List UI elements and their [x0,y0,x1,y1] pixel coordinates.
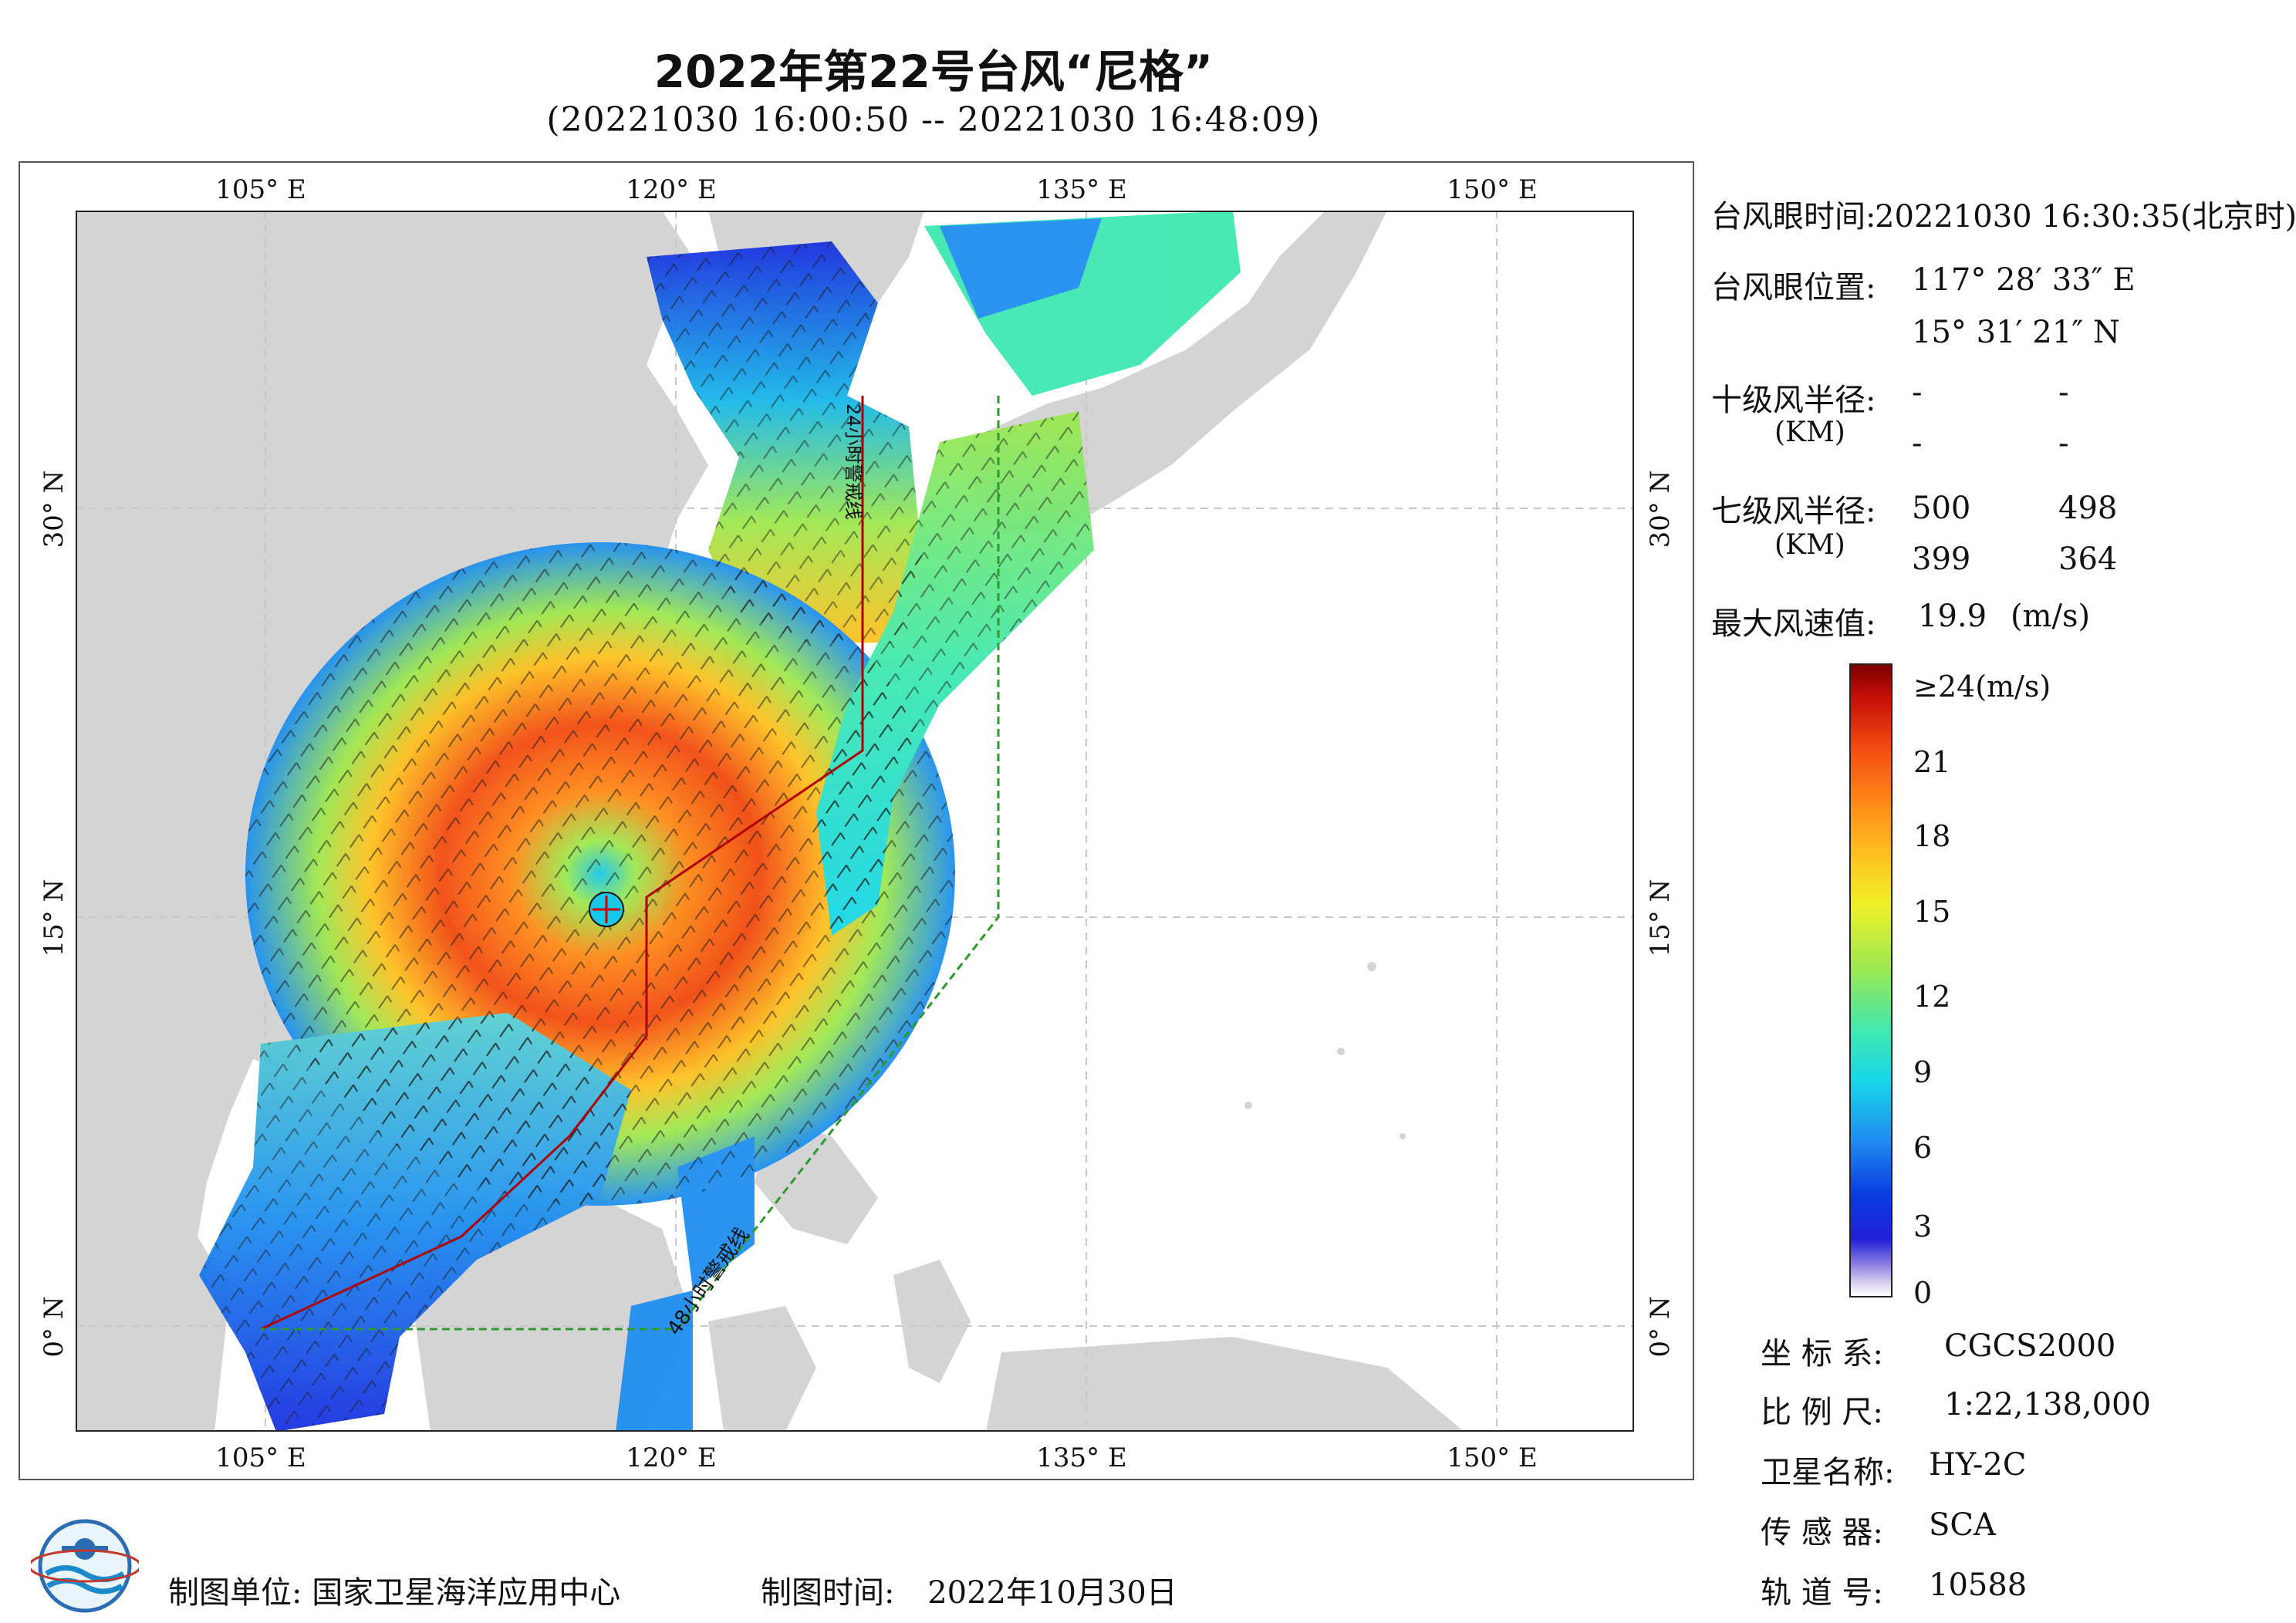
r7-value-1: 500 [1912,491,1971,526]
r7-value-2: 498 [2058,491,2118,526]
lon-label-top-120: 120° E [626,174,717,205]
lon-label-top-105: 105° E [215,174,306,205]
orbit-value: 10588 [1929,1567,2028,1603]
eye-time-value: 20221030 16:30:35(北京时) [1875,199,2296,235]
lon-label-top-135: 135° E [1036,174,1127,205]
sensor-value: SCA [1929,1507,1996,1543]
scale-label: 比 例 尺: [1761,1395,1883,1430]
colorbar-tick-0: 0 [1913,1276,1933,1310]
lat-label-left-15: 15° N [39,879,69,957]
r10-unit: (KM) [1774,417,1845,448]
producer-value: 国家卫星海洋应用中心 [312,1575,621,1611]
warning-line-24h-label: 24小时警戒线 [842,403,864,520]
typhoon-eye-marker [589,892,624,927]
lon-label-bottom-135: 135° E [1036,1442,1127,1473]
producer: 制图单位: 国家卫星海洋应用中心 [168,1567,620,1612]
colorbar-tick-12: 12 [1913,980,1951,1014]
r7-unit: (KM) [1774,529,1845,561]
crs-value: CGCS2000 [1944,1328,2116,1364]
production-date: 制图时间: 2022年10月30日 [761,1567,1177,1612]
max-wind-label: 最大风速值: [1711,606,1876,642]
nsoas-logo-icon [31,1519,139,1613]
production-date-label: 制图时间: [761,1575,895,1611]
max-wind-unit: (m/s) [2011,599,2091,634]
eye-pos-label: 台风眼位置: [1711,270,1876,305]
r7-label: 七级风半径: [1711,494,1876,529]
lon-label-bottom-150: 150° E [1447,1442,1538,1473]
orbit-label: 轨 道 号: [1761,1575,1883,1611]
map-title: 2022年第22号台风“尼格” [653,46,1214,98]
lat-label-left-0: 0° N [39,1296,69,1358]
map-subtitle: (20221030 16:00:50 -- 20221030 16:48:09) [546,100,1321,140]
eye-lon: 117° 28′ 33″ E [1912,262,2136,298]
r10-value-2: - [2058,375,2069,410]
r10-label: 十级风半径: [1711,383,1876,418]
lat-label-right-0: 0° N [1645,1296,1676,1358]
lon-label-bottom-120: 120° E [626,1442,717,1473]
wind-speed-colorbar [1849,663,1893,1297]
lat-label-left-30: 30° N [39,470,69,548]
lat-label-right-30: 30° N [1645,470,1676,548]
colorbar-tick-15: 15 [1913,895,1951,929]
producer-label: 制图单位: [168,1575,302,1611]
warning-line-48h [261,396,1000,1331]
lat-label-right-15: 15° N [1645,879,1676,957]
r10-value-3: - [1912,426,1923,461]
max-wind-value: 19.9 [1918,599,1987,634]
crs-label: 坐 标 系: [1761,1336,1883,1372]
colorbar-tick-18: 18 [1913,819,1951,853]
wind-swath [199,211,1241,1432]
scale-value: 1:22,138,000 [1944,1387,2151,1422]
warning-line-24h [260,396,864,1331]
colorbar-tick-9: 9 [1913,1055,1933,1089]
eye-lat: 15° 31′ 21″ N [1912,315,2120,350]
colorbar-tick-3: 3 [1913,1210,1933,1243]
colorbar-tick-6: 6 [1913,1131,1933,1165]
eye-time-label: 台风眼时间: [1711,199,1876,235]
colorbar-tick-24: ≥24(m/s) [1913,670,2051,704]
lon-label-bottom-105: 105° E [215,1442,306,1473]
r7-value-4: 364 [2058,542,2118,577]
lon-label-top-150: 150° E [1447,174,1538,205]
colorbar-tick-21: 21 [1913,745,1951,779]
r10-value-1: - [1912,375,1923,410]
wind-field-map: 24小时警戒线 48小时警戒线 [76,211,1634,1432]
sensor-label: 传 感 器: [1761,1515,1883,1550]
map-frame [19,161,1694,1480]
r7-value-3: 399 [1912,542,1971,577]
r10-value-4: - [2058,426,2069,461]
production-date-value: 2022年10月30日 [927,1575,1177,1611]
satellite-label: 卫星名称: [1761,1455,1895,1490]
satellite-value: HY-2C [1929,1447,2027,1483]
